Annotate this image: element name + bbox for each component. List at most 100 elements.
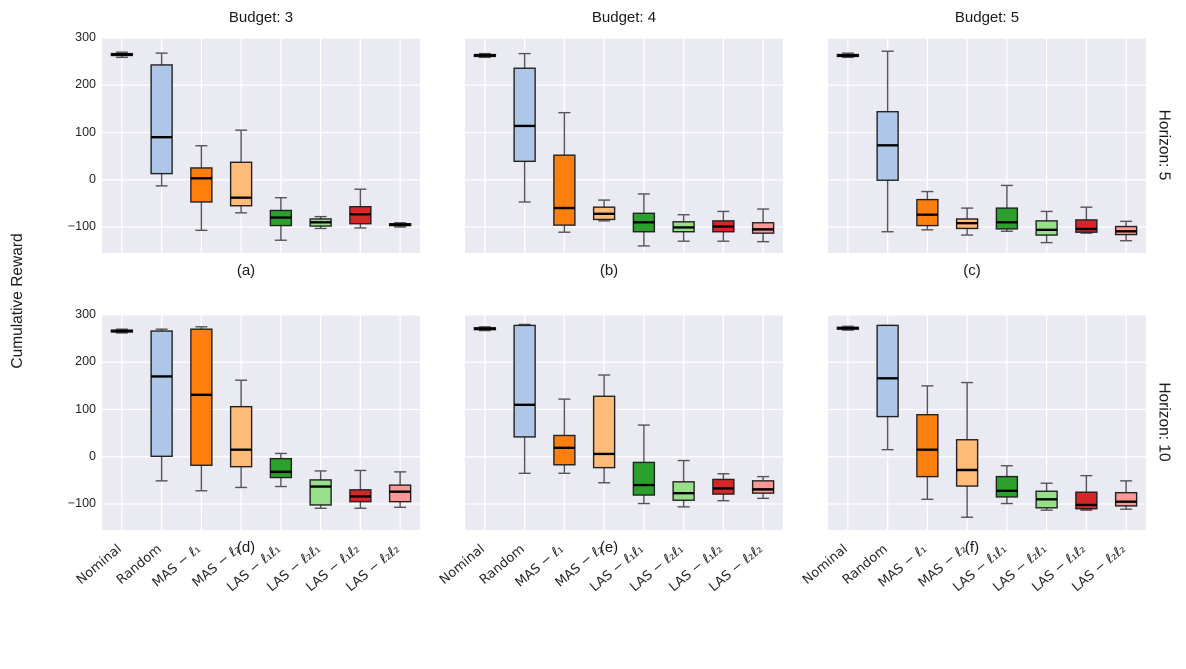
iqr-box: [916, 414, 939, 478]
box-Random: [876, 50, 899, 233]
box-Nominal: [110, 51, 134, 59]
box-Random: [150, 52, 173, 187]
iqr-box: [1114, 491, 1138, 507]
box-LAS − ℓ₁ℓ₁: [269, 452, 293, 488]
y-tick-label: 0: [89, 171, 96, 186]
panel-caption: (c): [963, 262, 981, 279]
box-LAS − ℓ₂ℓ₁: [309, 215, 332, 230]
panel-caption: (b): [599, 262, 619, 279]
box-LAS − ℓ₁ℓ₁: [632, 424, 656, 505]
iqr-box: [1035, 220, 1058, 236]
panel-f: [828, 315, 1146, 530]
iqr-box: [150, 64, 173, 175]
iqr-box: [712, 478, 735, 495]
box-Nominal: [473, 326, 497, 332]
boxplot-svg: [828, 38, 1146, 253]
box-LAS − ℓ₂ℓ₁: [672, 459, 695, 508]
panel-title: Budget: 5: [954, 9, 1020, 26]
box-LAS − ℓ₂ℓ₂: [1114, 220, 1138, 242]
panel-title: Budget: 3: [228, 9, 294, 26]
iqr-box: [632, 461, 656, 496]
box-Random: [513, 52, 536, 203]
panel-caption: (d): [236, 539, 256, 556]
box-Random: [513, 323, 536, 474]
box-LAS − ℓ₂ℓ₂: [388, 222, 412, 228]
panel-c: [828, 38, 1146, 253]
iqr-box: [553, 434, 576, 466]
iqr-box: [916, 198, 939, 227]
iqr-box: [553, 154, 576, 226]
box-MAS − ℓ₂: [955, 381, 979, 518]
iqr-box: [513, 67, 536, 163]
box-Nominal: [473, 52, 497, 59]
y-tick-label: 100: [75, 401, 96, 416]
panel-caption: (e): [599, 539, 619, 556]
iqr-box: [229, 161, 253, 207]
box-MAS − ℓ₁: [190, 326, 213, 492]
box-LAS − ℓ₁ℓ₁: [632, 193, 656, 247]
y-tick-label: 200: [75, 354, 96, 369]
iqr-box: [150, 330, 173, 457]
box-LAS − ℓ₁ℓ₂: [712, 210, 735, 242]
iqr-box: [995, 475, 1019, 498]
box-Random: [150, 328, 173, 482]
box-LAS − ℓ₂ℓ₁: [1035, 210, 1058, 244]
iqr-box: [1075, 491, 1098, 510]
box-MAS − ℓ₂: [592, 199, 616, 222]
panel-caption: (f): [964, 539, 980, 556]
box-MAS − ℓ₂: [592, 374, 616, 484]
iqr-box: [1075, 219, 1098, 233]
iqr-box: [672, 481, 695, 501]
iqr-box: [995, 207, 1019, 230]
iqr-box: [309, 479, 332, 506]
box-LAS − ℓ₂ℓ₁: [1035, 482, 1058, 511]
y-axis-label: Cumulative Reward: [9, 233, 26, 369]
box-MAS − ℓ₁: [916, 385, 939, 500]
panel-b: [465, 38, 783, 253]
y-tick-label: −100: [67, 219, 96, 233]
y-tick-label: 200: [75, 77, 96, 92]
box-LAS − ℓ₁ℓ₂: [349, 188, 372, 229]
iqr-box: [388, 484, 412, 503]
box-LAS − ℓ₁ℓ₁: [995, 465, 1019, 505]
box-Nominal: [836, 52, 860, 59]
iqr-box: [229, 405, 253, 468]
box-LAS − ℓ₁ℓ₁: [269, 197, 293, 241]
iqr-box: [513, 324, 536, 438]
box-MAS − ℓ₁: [190, 145, 213, 232]
row-label-horizon-10: Horizon: 10: [1155, 382, 1173, 462]
box-LAS − ℓ₂ℓ₁: [309, 470, 332, 509]
boxplot-svg: [465, 38, 783, 253]
iqr-box: [955, 439, 979, 487]
iqr-box: [190, 167, 213, 203]
box-LAS − ℓ₂ℓ₂: [751, 475, 775, 500]
panel-a: [102, 38, 420, 253]
box-LAS − ℓ₂ℓ₂: [751, 208, 775, 243]
boxplot-svg: [102, 315, 420, 530]
box-LAS − ℓ₁ℓ₂: [349, 469, 372, 509]
y-tick-label: −100: [67, 496, 96, 510]
box-Random: [876, 324, 899, 451]
panel-d: [102, 315, 420, 530]
boxplot-svg: [102, 38, 420, 253]
y-tick-label: 100: [75, 124, 96, 139]
box-MAS − ℓ₁: [553, 398, 576, 474]
box-MAS − ℓ₂: [955, 207, 979, 236]
iqr-box: [751, 480, 775, 494]
box-MAS − ℓ₁: [916, 190, 939, 231]
box-LAS − ℓ₁ℓ₂: [712, 473, 735, 502]
boxplot-svg: [465, 315, 783, 530]
box-LAS − ℓ₂ℓ₂: [388, 471, 412, 509]
row-label-horizon-5: Horizon: 5: [1155, 109, 1173, 181]
box-LAS − ℓ₁ℓ₁: [995, 184, 1019, 232]
box-MAS − ℓ₁: [553, 111, 576, 233]
box-Nominal: [110, 328, 134, 334]
panel-caption: (a): [236, 262, 256, 279]
y-tick-label: 0: [89, 448, 96, 463]
iqr-box: [592, 395, 616, 469]
box-LAS − ℓ₁ℓ₂: [1075, 206, 1098, 234]
box-Nominal: [836, 325, 860, 331]
box-LAS − ℓ₂ℓ₁: [672, 214, 695, 242]
panel-title: Budget: 4: [591, 9, 657, 26]
